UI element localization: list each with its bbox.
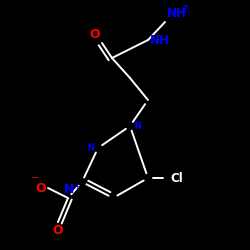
- Text: O: O: [53, 224, 63, 237]
- Text: NH: NH: [167, 7, 187, 20]
- Text: NH: NH: [150, 34, 170, 46]
- Text: O: O: [36, 182, 46, 194]
- Text: O: O: [90, 28, 100, 41]
- Text: +: +: [73, 182, 80, 191]
- Text: N: N: [134, 121, 141, 131]
- Text: −: −: [31, 173, 39, 183]
- Text: N: N: [87, 143, 94, 153]
- Text: Cl: Cl: [170, 172, 183, 184]
- Text: 2: 2: [181, 5, 187, 14]
- Text: N: N: [64, 183, 74, 196]
